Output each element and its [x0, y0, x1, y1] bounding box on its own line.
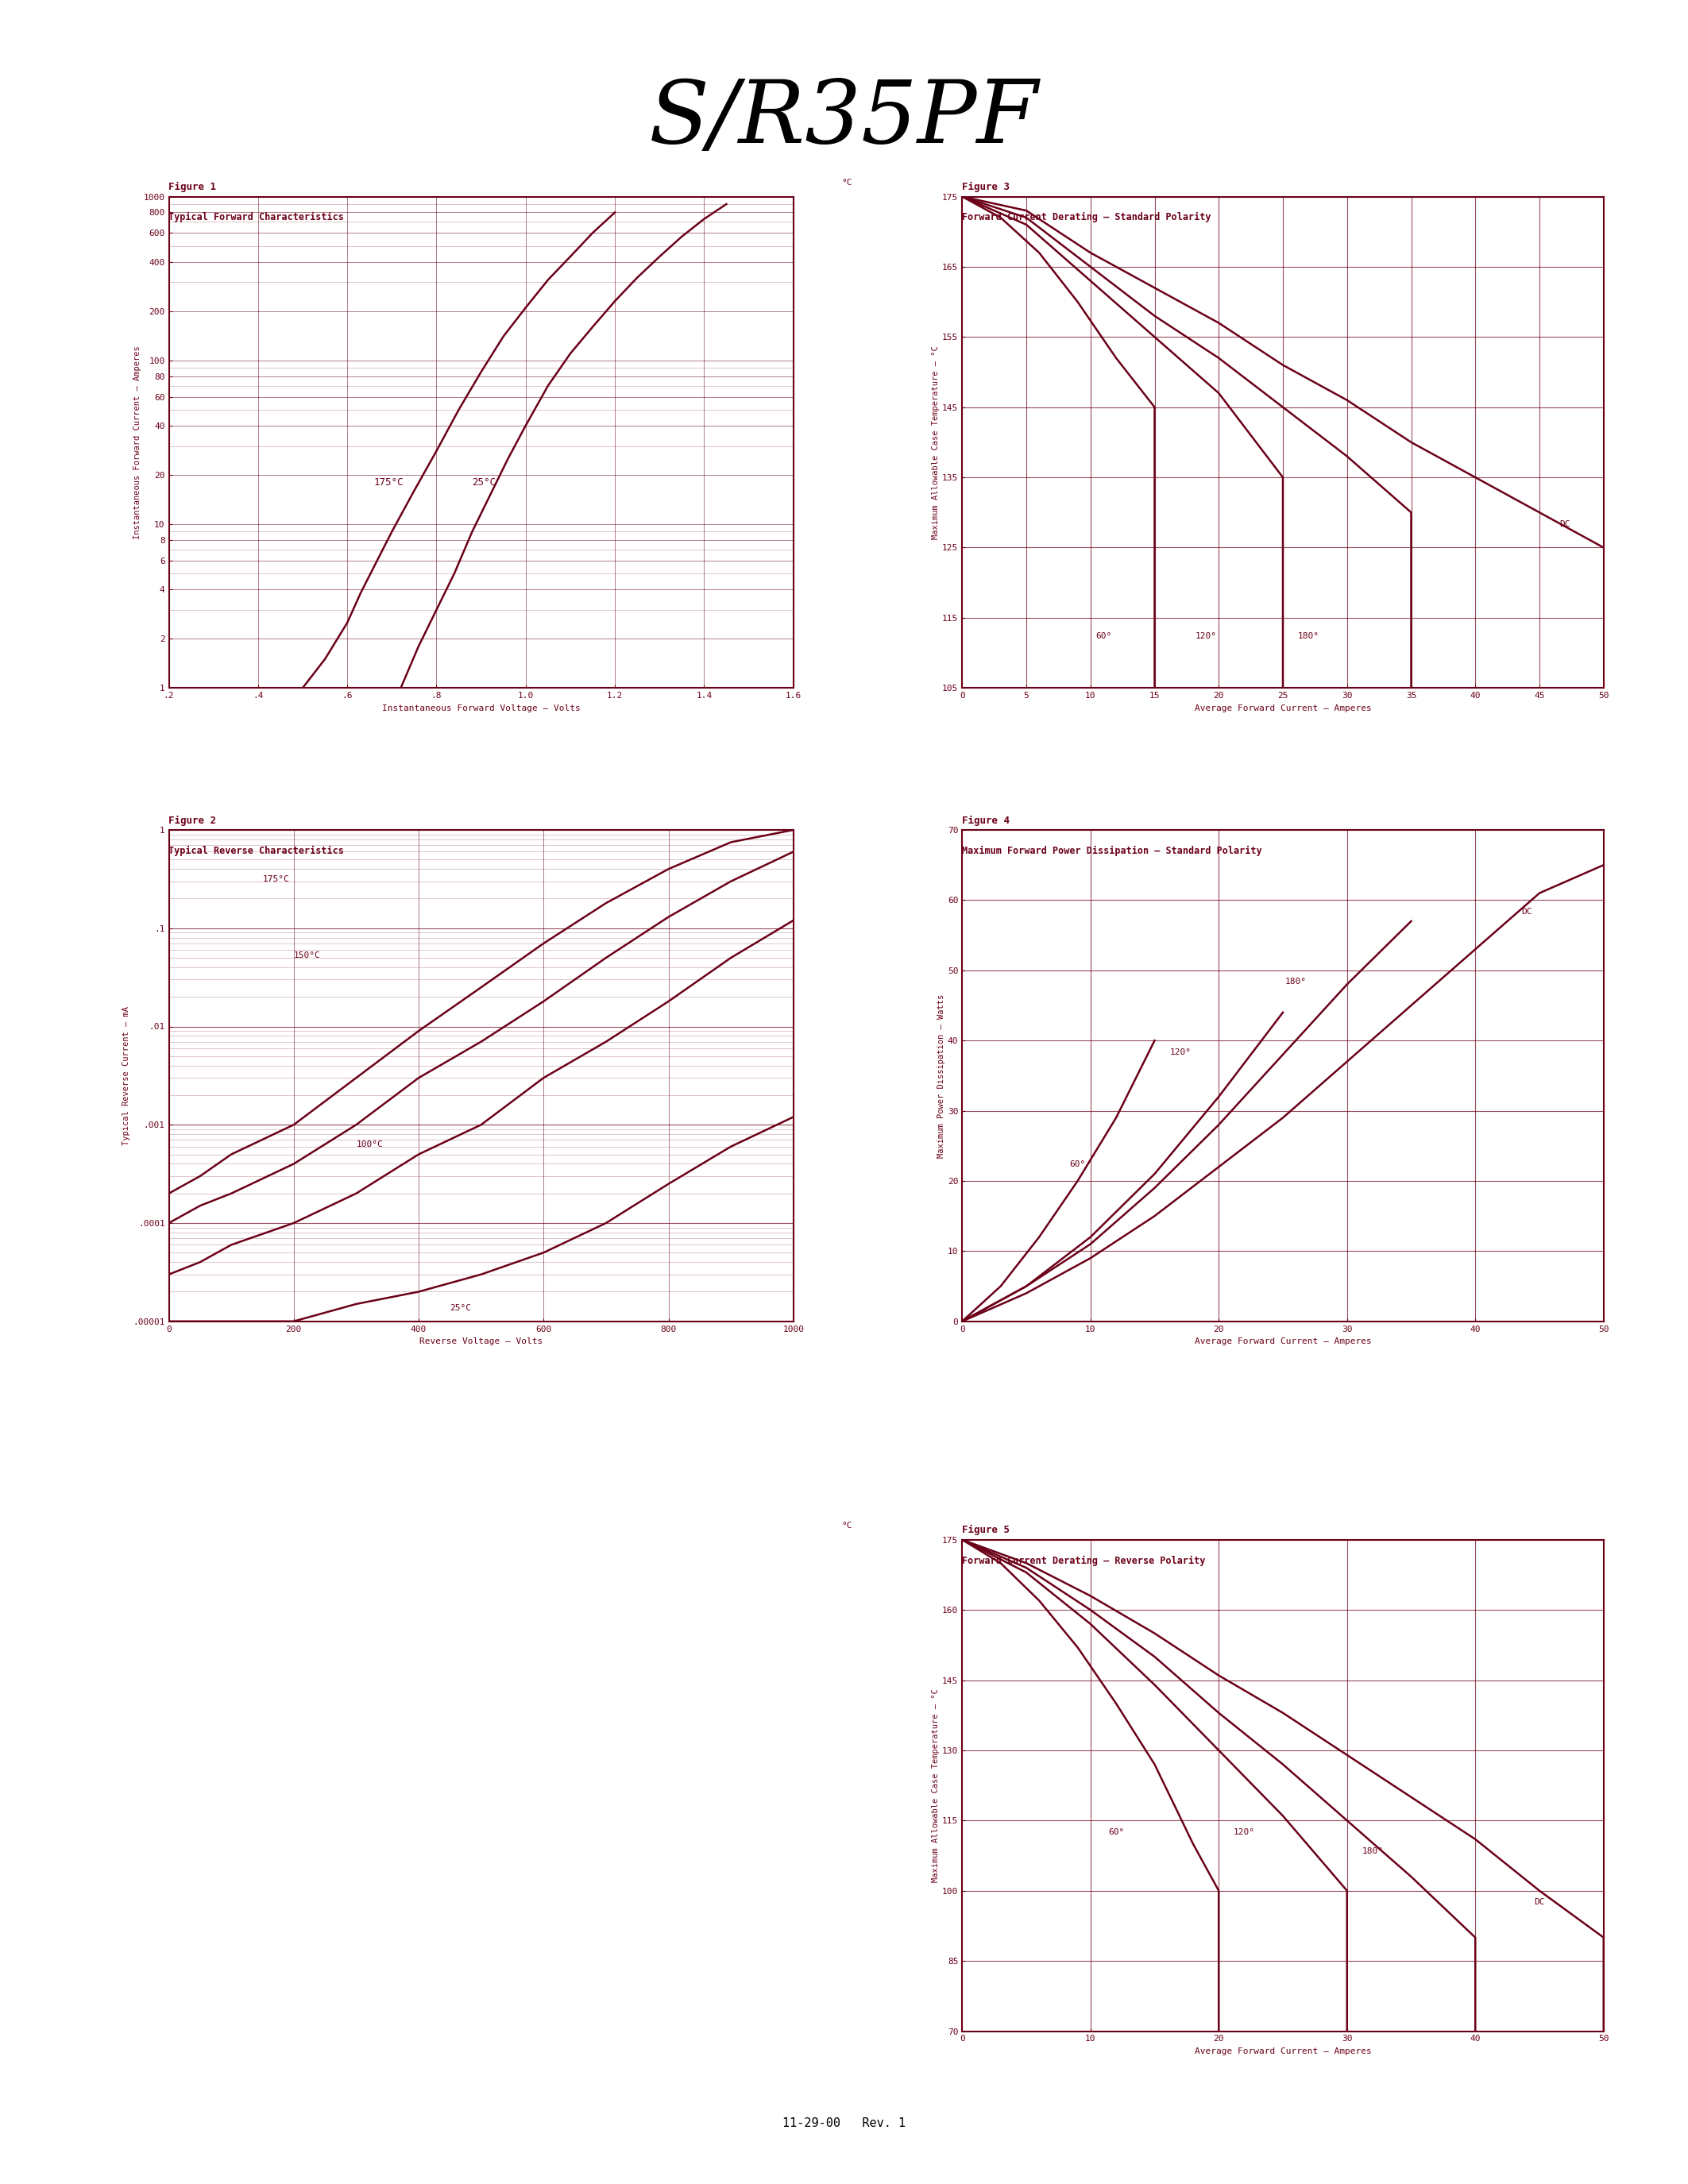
Text: 180°: 180° [1285, 978, 1307, 985]
Text: Forward Current Derating — Standard Polarity: Forward Current Derating — Standard Pola… [962, 212, 1212, 223]
Text: Maximum Forward Power Dissipation — Standard Polarity: Maximum Forward Power Dissipation — Stan… [962, 845, 1263, 856]
Text: S/R35PF: S/R35PF [650, 76, 1038, 162]
Text: 150°C: 150°C [294, 952, 321, 959]
X-axis label: Average Forward Current — Amperes: Average Forward Current — Amperes [1195, 703, 1371, 712]
Text: °C: °C [841, 179, 852, 188]
X-axis label: Reverse Voltage — Volts: Reverse Voltage — Volts [419, 1337, 544, 1345]
Text: Figure 4: Figure 4 [962, 815, 1009, 826]
Text: °C: °C [841, 1522, 852, 1529]
Text: 11-29-00   Rev. 1: 11-29-00 Rev. 1 [783, 2118, 905, 2129]
Y-axis label: Instantaneous Forward Current — Amperes: Instantaneous Forward Current — Amperes [133, 345, 142, 539]
X-axis label: Average Forward Current — Amperes: Average Forward Current — Amperes [1195, 2046, 1371, 2055]
Text: Figure 3: Figure 3 [962, 181, 1009, 192]
Y-axis label: Maximum Allowable Case Temperature — °C: Maximum Allowable Case Temperature — °C [932, 345, 940, 539]
Text: 60°: 60° [1096, 633, 1111, 640]
Text: 60°: 60° [1070, 1160, 1085, 1168]
Text: 180°: 180° [1362, 1848, 1384, 1854]
Text: Typical Forward Characteristics: Typical Forward Characteristics [169, 212, 344, 223]
X-axis label: Instantaneous Forward Voltage — Volts: Instantaneous Forward Voltage — Volts [381, 703, 581, 712]
Text: 120°: 120° [1234, 1828, 1256, 1837]
Text: 60°: 60° [1107, 1828, 1124, 1837]
Y-axis label: Typical Reverse Current — mA: Typical Reverse Current — mA [123, 1007, 130, 1144]
Text: Figure 2: Figure 2 [169, 815, 216, 826]
Text: 120°: 120° [1195, 633, 1217, 640]
Text: Forward Current Derating — Reverse Polarity: Forward Current Derating — Reverse Polar… [962, 1555, 1205, 1566]
Text: Figure 1: Figure 1 [169, 181, 216, 192]
Text: 175°C: 175°C [375, 476, 403, 487]
Text: 25°C: 25°C [449, 1304, 471, 1313]
Text: 180°: 180° [1298, 633, 1320, 640]
Text: DC: DC [1521, 909, 1533, 915]
Text: DC: DC [1534, 1898, 1545, 1907]
Text: Typical Reverse Characteristics: Typical Reverse Characteristics [169, 845, 344, 856]
Text: 25°C: 25°C [473, 476, 496, 487]
Text: 175°C: 175°C [263, 876, 289, 882]
X-axis label: Average Forward Current — Amperes: Average Forward Current — Amperes [1195, 1337, 1371, 1345]
Y-axis label: Maximum Power Dissipation — Watts: Maximum Power Dissipation — Watts [937, 994, 945, 1158]
Text: DC: DC [1560, 520, 1570, 529]
Text: Figure 5: Figure 5 [962, 1524, 1009, 1535]
Y-axis label: Maximum Allowable Case Temperature — °C: Maximum Allowable Case Temperature — °C [932, 1688, 940, 1883]
Text: 100°C: 100°C [356, 1140, 383, 1149]
Text: 120°: 120° [1170, 1048, 1192, 1057]
